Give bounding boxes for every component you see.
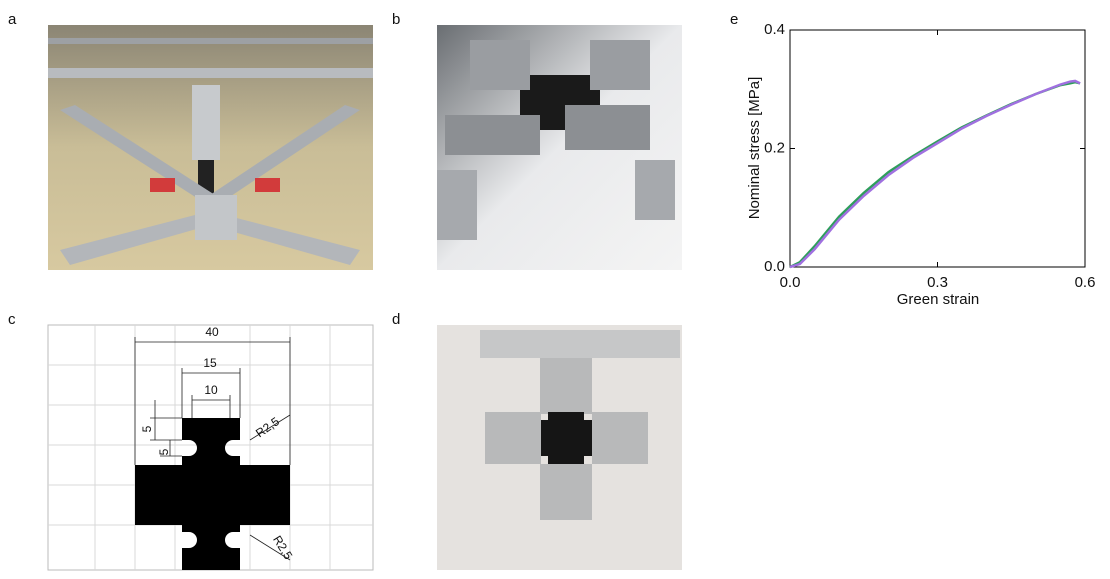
x-tick-label: 0.0 (780, 274, 801, 291)
x-axis-label: Green strain (897, 291, 980, 308)
dimension-label: 15 (203, 356, 217, 370)
photo-b (437, 25, 682, 270)
dimension-label: 5 (140, 425, 154, 432)
photo-d (437, 325, 682, 570)
panel-label: b (392, 11, 400, 28)
y-tick-label: 0.2 (764, 139, 785, 156)
panel-label: c (8, 311, 16, 328)
page: a b c d e (0, 0, 1110, 579)
y-tick-label: 0.4 (764, 21, 785, 38)
dimension-label: 40 (205, 325, 219, 339)
data-line (790, 81, 1080, 267)
data-line (790, 82, 1080, 267)
y-tick-label: 0.0 (764, 258, 785, 275)
panel-label: d (392, 311, 400, 328)
dimension-label: 5 (157, 448, 171, 455)
panel-label: a (8, 11, 17, 28)
drawing-c: 40 15 10 5 5 R2,5 R2,5 (48, 325, 373, 570)
x-tick-label: 0.3 (927, 274, 948, 291)
figure: a b c d e (0, 0, 1110, 574)
panel-label: e (730, 11, 738, 28)
photo-a (48, 25, 373, 270)
dimension-label: 10 (204, 383, 218, 397)
y-axis-label: Nominal stress [MPa] (746, 77, 763, 220)
x-tick-label: 0.6 (1075, 274, 1096, 291)
plot-frame (790, 30, 1085, 267)
